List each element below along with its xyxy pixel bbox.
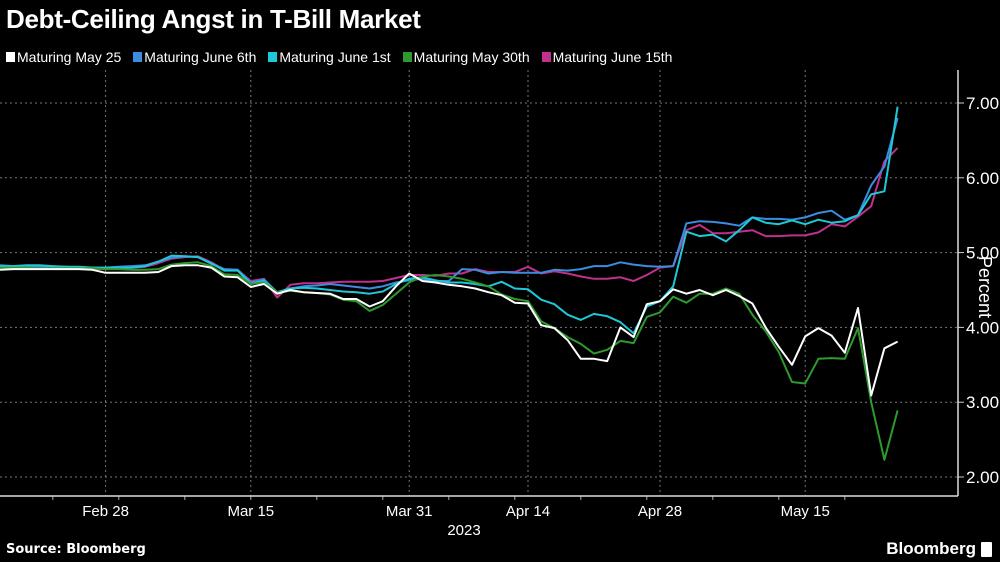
x-axis-label: 2023: [447, 522, 480, 539]
bloomberg-logo: Bloomberg: [886, 539, 992, 559]
x-tick-label: Mar 31: [386, 503, 433, 520]
x-tick-label: Feb 28: [82, 503, 129, 520]
series-line-maturing-may-30th: [0, 261, 899, 461]
x-tick-label: Mar 15: [227, 503, 274, 520]
legend-item: Maturing May 25: [6, 49, 121, 65]
series-line-maturing-june-1st: [0, 106, 899, 335]
legend-swatch: [133, 52, 143, 62]
x-tick-label: Apr 28: [638, 503, 682, 520]
legend-item: Maturing June 6th: [133, 49, 256, 65]
series-line-maturing-june-6th: [0, 117, 899, 294]
y-axis-label: Percent: [975, 256, 995, 318]
y-tick-label: 6.00: [966, 169, 999, 188]
chart-title: Debt-Ceiling Angst in T-Bill Market: [6, 4, 421, 34]
legend-label: Maturing June 15th: [552, 49, 673, 65]
legend-item: Maturing June 15th: [541, 49, 673, 65]
legend-swatch: [268, 52, 278, 62]
legend-label: Maturing June 6th: [144, 49, 257, 65]
legend-label: Maturing May 25: [17, 49, 122, 65]
y-tick-label: 7.00: [966, 94, 999, 113]
brand-label: Bloomberg: [886, 539, 976, 558]
legend-item: Maturing May 30th: [402, 49, 530, 65]
legend-label: Maturing May 30th: [413, 49, 530, 65]
y-tick-label: 2.00: [966, 468, 999, 487]
series-line-maturing-may-25: [0, 264, 899, 397]
legend-label: Maturing June 1st: [279, 49, 391, 65]
x-tick-label: May 15: [781, 503, 830, 520]
legend-swatch: [402, 52, 412, 62]
y-tick-label: 3.00: [966, 393, 999, 412]
legend-swatch: [541, 52, 551, 62]
y-tick-label: 5.00: [966, 244, 999, 263]
y-tick-label: 4.00: [966, 318, 999, 337]
legend: Maturing May 25 Maturing June 6th Maturing…: [6, 49, 672, 65]
legend-swatch: [6, 52, 15, 62]
legend-item: Maturing June 1st: [268, 49, 391, 65]
source-note: Source: Bloomberg: [6, 542, 146, 557]
x-tick-label: Apr 14: [506, 503, 550, 520]
bloomberg-terminal-icon: [981, 541, 992, 557]
